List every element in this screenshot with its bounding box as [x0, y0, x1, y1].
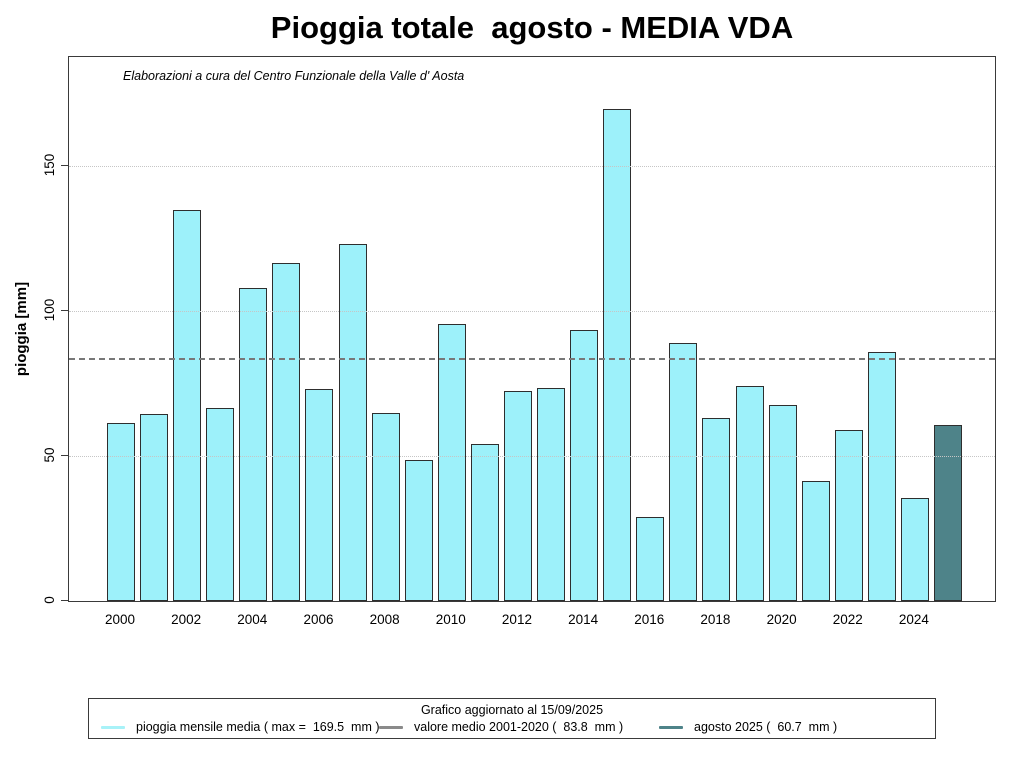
legend-label-2: agosto 2025 ( 60.7 mm ) [694, 720, 838, 734]
y-tick-label-150: 150 [42, 153, 57, 177]
legend-swatch-2 [659, 725, 683, 729]
bar-2014 [570, 330, 599, 601]
bar-2022 [834, 430, 863, 601]
x-tick-label-2022: 2022 [832, 612, 863, 627]
gridline-100 [69, 311, 995, 313]
legend-swatch-1 [379, 725, 403, 729]
bar-2021 [801, 481, 830, 601]
chart-subtitle: Elaborazioni a cura del Centro Funzional… [123, 69, 465, 83]
legend-label-0: pioggia mensile media ( max = 169.5 mm ) [136, 720, 380, 734]
legend-label-1: valore medio 2001-2020 ( 83.8 mm ) [414, 720, 624, 734]
bar-2000 [107, 423, 135, 601]
gridline-150 [69, 166, 995, 168]
bar-2015 [603, 109, 632, 601]
bar-2010 [437, 324, 466, 601]
chart-title: Pioggia totale agosto - MEDIA VDA [270, 10, 794, 45]
y-tick-label-0: 0 [42, 596, 57, 604]
bar-2016 [636, 517, 665, 601]
bar-2020 [768, 405, 797, 601]
x-tick-label-2016: 2016 [634, 612, 665, 627]
x-tick-label-2020: 2020 [766, 612, 797, 627]
bar-2012 [503, 391, 532, 601]
x-tick-label-2010: 2010 [435, 612, 466, 627]
bar-2009 [404, 460, 433, 601]
bar-2001 [140, 414, 169, 601]
legend-entry-2: agosto 2025 ( 60.7 mm ) [659, 720, 837, 734]
bar-2003 [206, 408, 235, 601]
bar-2002 [173, 210, 202, 601]
mean-reference-line [69, 357, 995, 360]
bar-2019 [735, 386, 764, 601]
x-tick-label-2012: 2012 [501, 612, 532, 627]
bar-2004 [239, 288, 268, 601]
bar-2024 [900, 498, 929, 601]
bar-2023 [867, 352, 896, 601]
bar-2011 [470, 444, 499, 601]
x-tick-label-2002: 2002 [171, 612, 202, 627]
legend-box: Grafico aggiornato al 15/09/2025 pioggia… [88, 698, 936, 739]
bar-2025 [934, 425, 962, 601]
bar-2005 [272, 263, 301, 601]
legend-entry-0: pioggia mensile media ( max = 169.5 mm ) [101, 720, 380, 734]
x-tick-label-2018: 2018 [700, 612, 731, 627]
y-tick-0 [61, 600, 68, 601]
bar-2007 [338, 244, 367, 601]
y-tick-label-50: 50 [42, 447, 57, 463]
y-tick-150 [61, 165, 68, 167]
x-tick-label-2014: 2014 [568, 612, 599, 627]
bar-2008 [371, 413, 400, 601]
x-tick-label-2006: 2006 [303, 612, 334, 627]
legend-swatch-0 [101, 725, 125, 729]
y-axis-title: pioggia [mm] [13, 281, 30, 377]
x-tick-label-2004: 2004 [237, 612, 268, 627]
y-tick-label-100: 100 [42, 298, 57, 322]
y-tick-50 [61, 455, 68, 456]
x-tick-label-2000: 2000 [104, 612, 136, 627]
bar-2006 [305, 389, 334, 601]
x-tick-label-2024: 2024 [898, 612, 929, 627]
bar-2017 [669, 343, 698, 601]
bar-2018 [702, 418, 731, 601]
legend-entry-1: valore medio 2001-2020 ( 83.8 mm ) [379, 720, 623, 734]
plot-area: Elaborazioni a cura del Centro Funzional… [68, 56, 996, 602]
gridline-50 [69, 456, 995, 457]
x-tick-label-2008: 2008 [369, 612, 400, 627]
y-tick-100 [61, 310, 68, 312]
bar-2013 [537, 388, 566, 601]
legend-title: Grafico aggiornato al 15/09/2025 [420, 703, 604, 717]
